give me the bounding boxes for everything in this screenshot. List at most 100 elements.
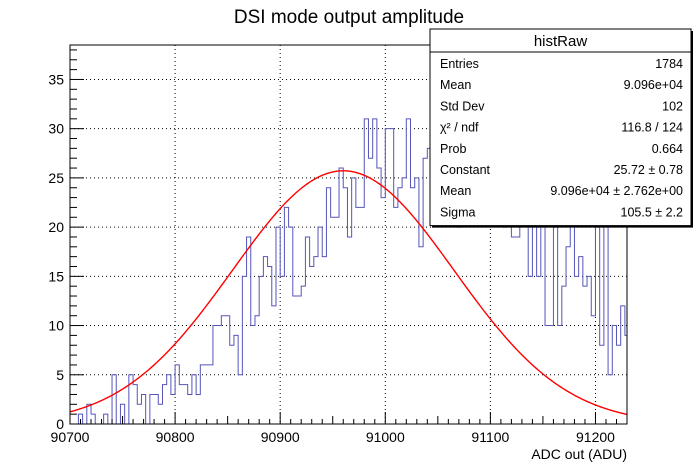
y-tick-label: 10 <box>48 318 64 334</box>
stats-row-label: Sigma <box>440 205 475 219</box>
histogram-bin <box>595 227 599 424</box>
histogram-bin <box>255 316 259 424</box>
histogram-bin <box>297 296 301 424</box>
histogram-bin <box>217 326 221 424</box>
stats-row-value: 116.8 / 124 <box>621 121 683 135</box>
histogram-bin <box>415 178 419 424</box>
histogram-bin <box>553 227 557 424</box>
fit-curve <box>69 170 628 416</box>
histogram-bin <box>137 404 141 424</box>
histogram-bin <box>213 326 217 424</box>
histogram-bin <box>444 207 448 424</box>
histogram-bin <box>352 178 356 424</box>
stats-row-value: 1784 <box>655 57 683 71</box>
plot-frame <box>69 44 628 425</box>
histogram-bin <box>112 375 116 424</box>
histogram-bin <box>419 247 423 424</box>
histogram-bin <box>322 257 326 424</box>
histogram-bin <box>335 217 339 424</box>
histogram-bin <box>356 207 360 424</box>
histogram-bin <box>343 188 347 424</box>
stats-row-label: Std Dev <box>440 99 485 113</box>
histogram-bin <box>175 365 179 424</box>
histogram-bin <box>457 227 461 424</box>
histogram-bin <box>558 326 562 424</box>
stats-row-value: 25.72 ± 0.78 <box>614 163 683 177</box>
histogram-bin <box>226 316 230 424</box>
y-tick-label: 5 <box>56 367 64 383</box>
histogram-bin <box>469 207 473 424</box>
histogram-bin <box>200 365 204 424</box>
histogram-bin <box>347 237 351 424</box>
histogram-bin <box>398 188 402 424</box>
histogram-bin <box>196 394 200 424</box>
histogram-bin <box>133 385 137 424</box>
histogram-bin <box>263 257 267 424</box>
histogram-bin <box>205 365 209 424</box>
histogram-bin <box>230 345 234 424</box>
histogram-bin <box>389 129 393 424</box>
histogram-bin <box>566 247 570 424</box>
histogram-bin <box>385 129 389 424</box>
histogram-bin <box>314 257 318 424</box>
y-tick-label: 20 <box>48 219 64 235</box>
histogram-outline <box>70 59 628 425</box>
histogram-bin <box>251 326 255 424</box>
histogram-bin <box>280 276 284 424</box>
histogram-bin <box>377 168 381 424</box>
histogram-bin <box>209 365 213 424</box>
histogram-bin <box>301 286 305 424</box>
histogram-bin <box>305 237 309 424</box>
stats-row-value: 9.096e+04 <box>624 78 683 92</box>
histogram-bin <box>326 188 330 424</box>
fit-curve-series <box>69 170 628 416</box>
histogram-bin <box>608 375 612 424</box>
histogram-bin <box>104 414 108 424</box>
histogram-bin <box>406 119 410 424</box>
histogram-bin <box>507 207 511 424</box>
stats-row-label: Mean <box>440 78 471 92</box>
histogram-bin <box>545 326 549 424</box>
histogram-bin <box>234 335 238 424</box>
histogram-bin <box>478 198 482 424</box>
x-tick-label: 90900 <box>261 429 300 445</box>
histogram-bin <box>495 217 499 424</box>
stats-row-value: 102 <box>662 99 683 113</box>
histogram-bin <box>192 375 196 424</box>
histogram-bin <box>293 296 297 424</box>
histogram-bin <box>381 198 385 424</box>
chart-title: DSI mode output amplitude <box>234 7 464 28</box>
histogram-bin <box>364 119 368 424</box>
histogram-series <box>70 59 628 425</box>
histogram-bin <box>511 237 515 424</box>
histogram-bin <box>154 394 158 424</box>
stats-row-value: 105.5 ± 2.2 <box>621 205 684 219</box>
histogram-bin <box>188 394 192 424</box>
histogram-bin <box>402 178 406 424</box>
x-tick-label: 91200 <box>576 429 615 445</box>
histogram-bin <box>184 385 188 424</box>
x-tick-label: 90800 <box>156 429 195 445</box>
histogram-bin <box>516 237 520 424</box>
stats-box: histRaw Entries 1784 Mean 9.096e+04 Std Dev 10… <box>429 28 693 228</box>
histogram-bin <box>150 394 154 424</box>
histogram-bin <box>276 227 280 424</box>
histogram-bin <box>541 207 545 424</box>
histogram-bin <box>411 188 415 424</box>
axes: 90700 90800 90900 91000 91100 91200 0 5 10 15 20 25… <box>48 44 628 445</box>
histogram-bin <box>158 404 162 424</box>
histogram-bin <box>339 168 343 424</box>
histogram-bin <box>289 227 293 424</box>
histogram-bin <box>238 375 242 424</box>
histogram-bin <box>268 266 272 424</box>
y-tick-label: 35 <box>48 71 64 87</box>
stats-row-value: 9.096e+04 ± 2.762e+00 <box>550 184 683 198</box>
histogram-bin <box>87 404 91 424</box>
histogram-bin <box>591 316 595 424</box>
histogram-bin <box>621 306 625 424</box>
stats-row-value: 0.664 <box>652 142 683 156</box>
stats-row-label: Entries <box>440 57 479 71</box>
histogram-bin <box>242 276 246 424</box>
histogram-bin <box>91 414 95 424</box>
